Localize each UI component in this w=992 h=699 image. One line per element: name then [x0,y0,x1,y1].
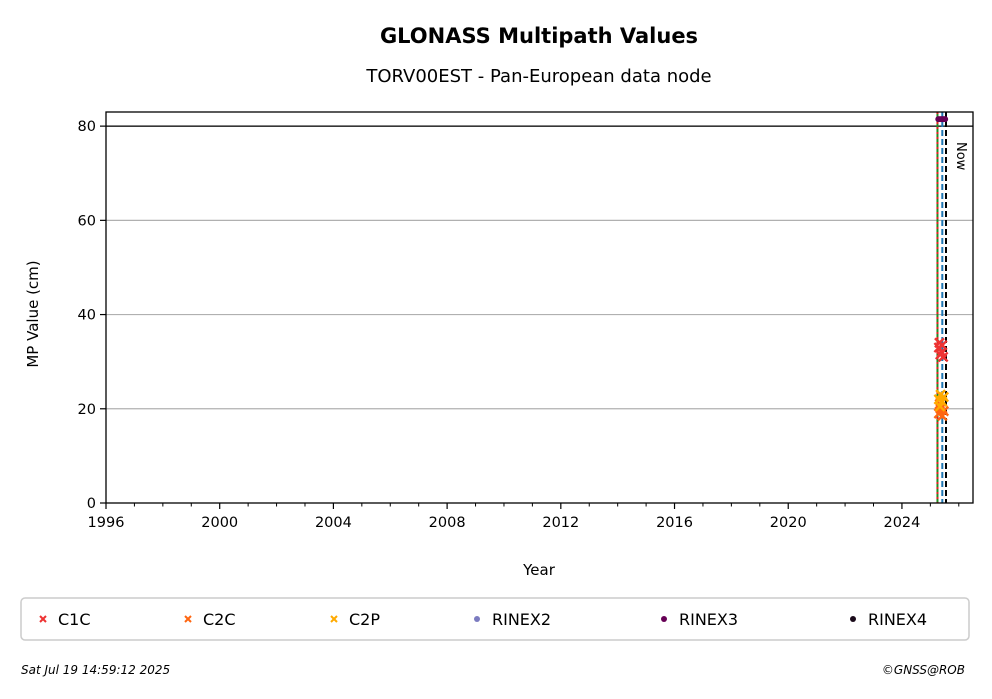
x-tick-label-2024: 2024 [883,515,920,531]
footer-timestamp: Sat Jul 19 14:59:12 2025 [21,663,170,677]
footer-copyright: ©GNSS@ROB [882,663,965,677]
x-tick-label-2000: 2000 [201,515,238,531]
point-C1C-5 [936,339,948,351]
x-tick-label-2020: 2020 [770,515,807,531]
plot-area: Now 0 20 40 60 80 1996 2000 2004 2008 2012 2016 2020… [78,111,974,531]
chart-subtitle: TORV00EST - Pan-European data node [365,66,711,87]
x-tick-label-2008: 2008 [429,515,466,531]
x-tick-label-2004: 2004 [315,515,352,531]
point-C2P-4 [934,401,946,412]
legend-label-C2C: C2C [203,610,236,629]
axes-frame [105,111,974,504]
now-label: Now [953,142,968,171]
point-RINEX3-4 [942,116,949,123]
legend: C1C C2C C2P RINEX2 RINEX3 RINEX4 [20,597,970,641]
legend-item-RINEX3: RINEX3 [661,610,738,629]
point-stroke [937,351,949,363]
y-tick-label-20: 20 [78,402,96,418]
legend-box [20,597,970,641]
point-stroke [938,391,950,403]
point-stroke [934,401,946,412]
legend-label-RINEX3: RINEX3 [679,610,738,629]
chart-title: GLONASS Multipath Values [380,24,698,48]
legend-marker [330,615,338,623]
x-tick-label-1996: 1996 [88,515,125,531]
legend-item-RINEX2: RINEX2 [474,610,551,629]
x-axis-label: Year [522,561,556,579]
y-axis-label: MP Value (cm) [24,260,42,367]
y-tick-label-80: 80 [78,119,96,135]
legend-label-RINEX4: RINEX4 [868,610,927,629]
point-stroke [936,339,948,351]
legend-marker [39,615,47,623]
legend-item-C2P: C2P [330,610,380,629]
legend-label-RINEX2: RINEX2 [492,610,551,629]
legend-label-C2P: C2P [349,610,380,629]
point-C2P-3 [938,391,950,403]
legend-item-C1C: C1C [39,610,91,629]
y-tick-label-0: 0 [87,496,96,512]
legend-item-RINEX4: RINEX4 [850,610,927,629]
legend-label-C1C: C1C [58,610,91,629]
point-C1C-3 [937,351,949,363]
x-tick-label-2012: 2012 [542,515,579,531]
y-tick-label-40: 40 [78,308,96,324]
legend-marker [661,616,667,622]
y-tick-label-60: 60 [78,213,96,229]
legend-item-C2C: C2C [184,610,236,629]
legend-marker [850,616,856,622]
legend-marker [184,615,192,623]
x-tick-label-2016: 2016 [656,515,693,531]
legend-marker [474,616,480,622]
